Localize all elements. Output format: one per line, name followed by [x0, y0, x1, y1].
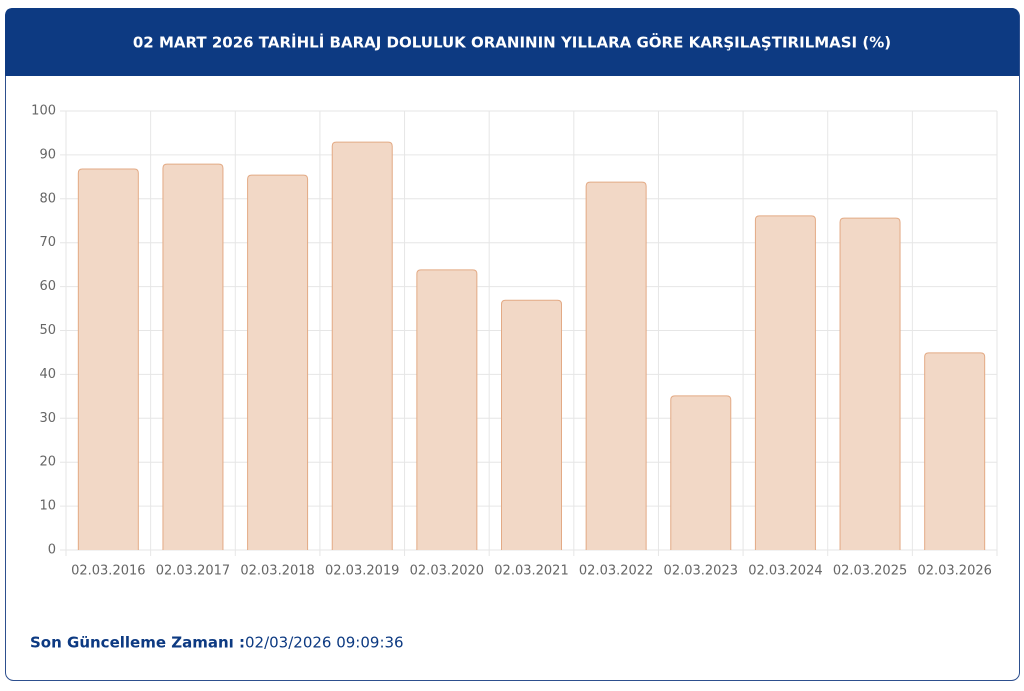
- x-tick-label: 02.03.2026: [917, 564, 991, 579]
- x-tick-label: 02.03.2021: [494, 564, 568, 579]
- y-tick-label: 70: [39, 235, 56, 250]
- bar: [754, 215, 816, 550]
- y-tick-label: 80: [39, 191, 56, 206]
- chart-title: 02 MART 2026 TARİHLİ BARAJ DOLULUK ORANI…: [133, 33, 891, 52]
- x-tick-label: 02.03.2022: [579, 564, 653, 579]
- x-tick-label: 02.03.2025: [833, 564, 907, 579]
- y-tick-label: 20: [39, 455, 56, 470]
- y-tick-label: 50: [39, 323, 56, 338]
- update-time: 02/03/2026 09:09:36: [245, 634, 404, 652]
- card-header: [5, 8, 1019, 76]
- y-tick-label: 40: [39, 367, 56, 382]
- bar: [162, 163, 224, 550]
- bar: [585, 181, 647, 550]
- bar: [77, 168, 139, 550]
- y-tick-label: 30: [39, 411, 56, 426]
- bar: [670, 395, 732, 550]
- bar: [924, 352, 986, 550]
- update-label: Son Güncelleme Zamanı :: [30, 634, 245, 652]
- x-tick-label: 02.03.2024: [748, 564, 822, 579]
- y-tick-label: 10: [39, 499, 56, 514]
- bar: [501, 299, 562, 550]
- bar: [416, 269, 478, 550]
- x-tick-label: 02.03.2020: [410, 564, 484, 579]
- bar: [839, 217, 901, 550]
- x-tick-label: 02.03.2016: [71, 564, 145, 579]
- bar: [331, 141, 393, 550]
- x-tick-label: 02.03.2023: [664, 564, 738, 579]
- x-tick-label: 02.03.2017: [156, 564, 230, 579]
- y-tick-label: 0: [48, 543, 56, 558]
- y-tick-label: 100: [31, 104, 56, 119]
- x-tick-label: 02.03.2019: [325, 564, 399, 579]
- y-tick-label: 90: [39, 147, 56, 162]
- x-tick-label: 02.03.2018: [240, 564, 314, 579]
- y-tick-label: 60: [39, 279, 56, 294]
- bar: [247, 174, 309, 550]
